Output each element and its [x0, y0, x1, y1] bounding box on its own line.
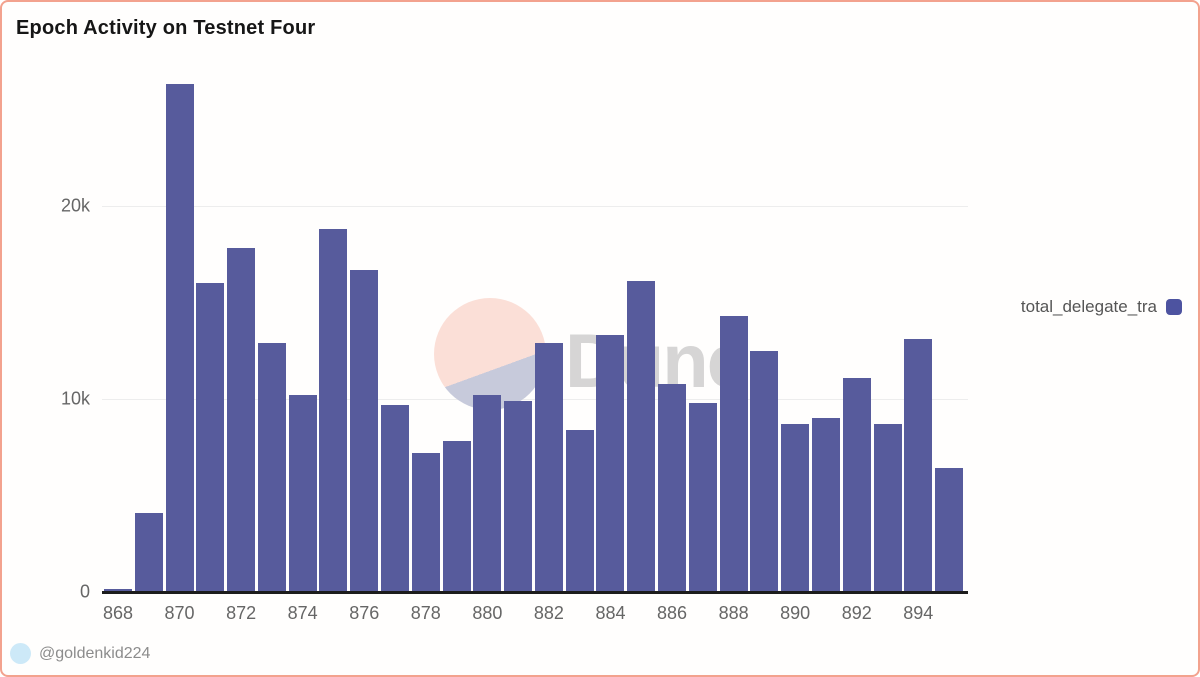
bar-epoch-880[interactable] — [473, 395, 502, 592]
x-tick-890: 890 — [780, 603, 811, 623]
legend-swatch-icon — [1166, 299, 1182, 315]
x-tick-880: 880 — [472, 603, 503, 623]
bar-epoch-891[interactable] — [811, 418, 840, 592]
bar-epoch-888[interactable] — [719, 316, 748, 592]
x-tick-868: 868 — [102, 603, 134, 623]
attribution: @goldenkid224 — [10, 643, 150, 664]
dune-watermark-text: Dune — [565, 319, 749, 404]
bar-epoch-889[interactable] — [750, 350, 779, 592]
legend[interactable]: total_delegate_tra — [1021, 297, 1182, 317]
x-tick-888: 888 — [718, 603, 749, 623]
bar-epoch-893[interactable] — [873, 424, 902, 592]
x-tick-894: 894 — [903, 603, 934, 623]
x-tick-872: 872 — [226, 603, 257, 623]
bar-epoch-879[interactable] — [442, 441, 471, 592]
x-tick-876: 876 — [349, 603, 380, 623]
bar-epoch-882[interactable] — [534, 343, 563, 592]
bar-epoch-883[interactable] — [565, 429, 594, 592]
bar-epoch-868[interactable] — [104, 589, 132, 592]
bar-epoch-871[interactable] — [196, 283, 225, 592]
gridline-20k — [102, 206, 968, 207]
bar-epoch-890[interactable] — [781, 424, 810, 592]
bar-epoch-884[interactable] — [596, 335, 625, 592]
x-tick-892: 892 — [841, 603, 872, 623]
y-tick-10k: 10k — [60, 388, 90, 409]
bar-epoch-874[interactable] — [288, 395, 317, 592]
bar-epoch-894[interactable] — [904, 339, 933, 592]
bar-epoch-877[interactable] — [381, 404, 410, 592]
chart-title: Epoch Activity on Testnet Four — [16, 17, 316, 39]
bar-epoch-869[interactable] — [134, 512, 163, 592]
x-axis-line — [102, 591, 968, 594]
bar-epoch-881[interactable] — [504, 400, 533, 592]
bar-epoch-887[interactable] — [688, 402, 717, 592]
bar-epoch-875[interactable] — [319, 229, 348, 592]
avatar — [10, 643, 31, 664]
x-tick-884: 884 — [595, 603, 626, 623]
x-tick-878: 878 — [410, 603, 441, 623]
legend-label: total_delegate_tra — [1020, 297, 1157, 316]
bar-epoch-876[interactable] — [350, 269, 379, 592]
bar-epoch-878[interactable] — [411, 453, 440, 592]
x-tick-870: 870 — [164, 603, 195, 623]
bar-epoch-872[interactable] — [227, 248, 256, 592]
x-tick-882: 882 — [533, 603, 564, 623]
x-tick-874: 874 — [287, 603, 318, 623]
bar-epoch-886[interactable] — [658, 383, 687, 592]
dune-watermark-logo-icon — [434, 298, 546, 410]
bar-epoch-870[interactable] — [165, 84, 194, 592]
bar-epoch-873[interactable] — [257, 343, 286, 592]
bar-epoch-885[interactable] — [627, 281, 656, 592]
y-tick-20k: 20k — [60, 195, 90, 216]
bar-epoch-895[interactable] — [935, 468, 964, 592]
attribution-handle: @goldenkid224 — [39, 644, 151, 662]
x-tick-886: 886 — [657, 603, 688, 623]
y-tick-0: 0 — [79, 581, 90, 602]
bar-epoch-892[interactable] — [842, 377, 871, 592]
